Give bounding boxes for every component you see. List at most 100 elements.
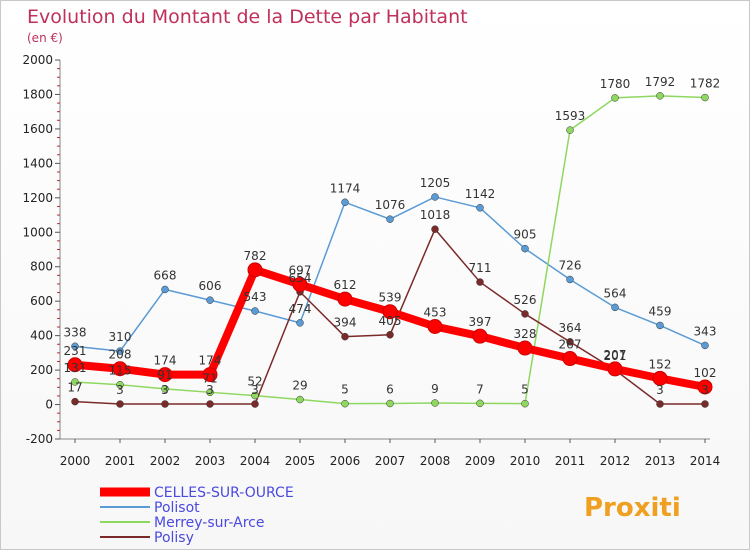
data-point xyxy=(251,307,259,315)
data-point xyxy=(566,275,574,284)
data-label: 207 xyxy=(604,348,627,362)
data-point xyxy=(652,370,668,386)
y-tick-label: 400 xyxy=(30,329,53,343)
data-point xyxy=(206,400,214,408)
data-point xyxy=(701,93,709,102)
data-point xyxy=(112,361,128,377)
legend-label: Polisot xyxy=(154,500,200,516)
brand-logo: Proxiti xyxy=(584,493,681,523)
data-label: 1792 xyxy=(645,75,676,89)
data-label: 102 xyxy=(694,366,717,380)
data-point xyxy=(607,361,623,377)
data-label: 782 xyxy=(244,249,267,263)
data-point xyxy=(386,331,394,339)
y-tick-label: 1800 xyxy=(22,87,53,101)
series-points xyxy=(67,92,713,408)
data-label: 6 xyxy=(386,383,394,397)
data-label: 654 xyxy=(289,271,312,285)
data-label: 726 xyxy=(559,258,582,272)
y-tick-label: 2000 xyxy=(22,53,53,67)
x-tick-label: 2003 xyxy=(195,454,226,468)
y-tick-label: 1200 xyxy=(22,191,53,205)
data-label: 5 xyxy=(341,383,349,397)
data-point xyxy=(296,319,304,327)
axes xyxy=(55,59,710,440)
data-label: 606 xyxy=(199,279,222,293)
data-point xyxy=(161,285,169,294)
y-tick-label: 1400 xyxy=(22,156,53,170)
data-label: 201 xyxy=(604,349,627,363)
data-label: 668 xyxy=(154,268,177,282)
data-label: 71 xyxy=(202,371,217,385)
data-point xyxy=(386,215,394,223)
data-point xyxy=(656,321,664,330)
data-label: 3 xyxy=(656,383,664,397)
data-point xyxy=(476,399,484,408)
data-label: 394 xyxy=(334,316,357,330)
data-point xyxy=(296,395,304,404)
x-tick-label: 2006 xyxy=(330,454,361,468)
data-label: 564 xyxy=(604,286,627,300)
data-label: 17 xyxy=(67,381,82,395)
data-label: 1018 xyxy=(420,208,451,222)
legend-label: CELLES-SUR-OURCE xyxy=(154,485,294,501)
x-tick-label: 2002 xyxy=(150,454,181,468)
x-tick-label: 2000 xyxy=(60,454,91,468)
x-tick-label: 2008 xyxy=(420,454,451,468)
data-label: 338 xyxy=(64,325,87,339)
data-point xyxy=(701,400,709,408)
data-point xyxy=(472,328,488,344)
x-tick-label: 2014 xyxy=(690,454,721,468)
data-label: 208 xyxy=(109,348,132,362)
data-label: 231 xyxy=(64,344,87,358)
data-label: 459 xyxy=(649,304,672,318)
data-label: 174 xyxy=(199,354,222,368)
data-label: 526 xyxy=(514,293,537,307)
data-point xyxy=(701,341,709,350)
data-point xyxy=(251,391,259,400)
data-label: 3 xyxy=(161,383,169,397)
data-point xyxy=(431,399,439,407)
data-point xyxy=(341,198,349,207)
data-label: 539 xyxy=(379,291,402,305)
data-labels: 231 208 174 1747826976125394533973282672071… xyxy=(64,75,721,397)
data-label: 711 xyxy=(469,261,492,275)
data-point xyxy=(71,397,79,406)
data-point xyxy=(341,332,349,341)
data-point xyxy=(431,225,439,233)
data-label: 3 xyxy=(701,383,709,397)
data-label: 543 xyxy=(244,290,267,304)
chart-title: Evolution du Montant de la Dette par Hab… xyxy=(27,6,468,28)
data-label: 7 xyxy=(476,382,484,396)
data-label: 1782 xyxy=(690,77,721,91)
data-label: 91 xyxy=(157,368,172,382)
x-tick-label: 2012 xyxy=(600,454,631,468)
data-point xyxy=(157,367,173,383)
data-label: 3 xyxy=(116,383,124,397)
legend-label: Merrey-sur-Arce xyxy=(154,515,264,531)
data-label: 5 xyxy=(521,383,529,397)
data-point xyxy=(382,304,398,320)
data-label: 115 xyxy=(109,364,132,378)
data-point xyxy=(71,378,79,386)
y-tick-label: 0 xyxy=(45,398,53,412)
data-point xyxy=(116,347,124,355)
data-label: 697 xyxy=(289,263,312,277)
data-point xyxy=(521,244,529,253)
data-point xyxy=(476,204,484,212)
data-label: 267 xyxy=(559,338,582,352)
data-point xyxy=(656,400,664,408)
chart-subtitle: (en €) xyxy=(27,31,63,45)
data-label: 3 xyxy=(206,383,214,397)
data-point xyxy=(521,399,529,408)
data-point xyxy=(562,351,578,367)
data-label: 9 xyxy=(431,382,439,396)
data-label: 397 xyxy=(469,315,492,329)
x-tick-label: 2005 xyxy=(285,454,316,468)
data-label: 1076 xyxy=(375,198,406,212)
data-label: 1142 xyxy=(465,187,496,201)
data-point xyxy=(476,278,484,286)
data-label: 131 xyxy=(64,361,87,375)
